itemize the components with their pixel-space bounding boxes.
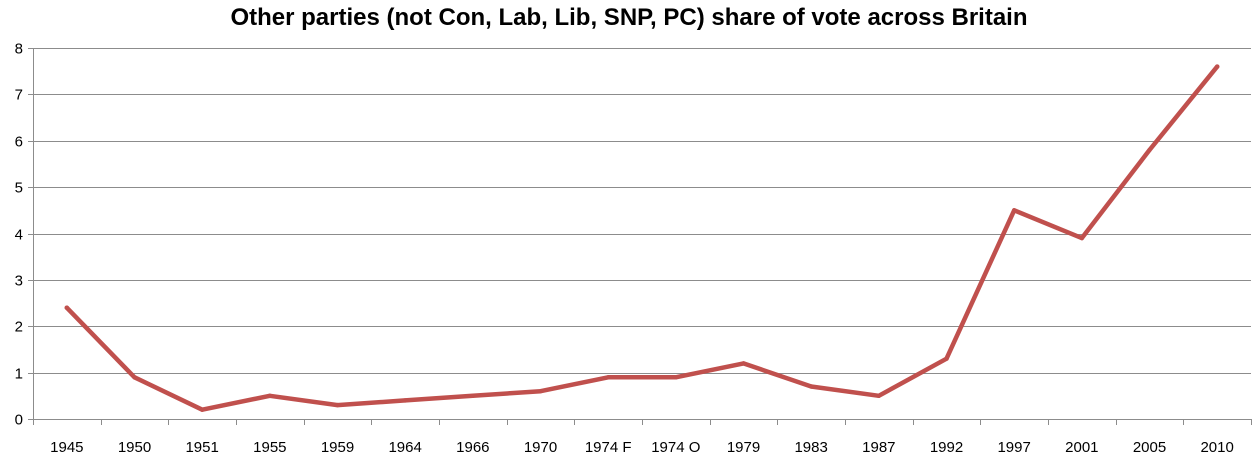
y-tick-label: 6 bbox=[15, 134, 23, 151]
x-tick-label: 1951 bbox=[185, 439, 218, 456]
data-point bbox=[1079, 235, 1085, 241]
x-tick-label: 1966 bbox=[456, 439, 489, 456]
x-tick-label: 1992 bbox=[930, 439, 963, 456]
x-tick-label: 1959 bbox=[321, 439, 354, 456]
x-tick-label: 1983 bbox=[794, 439, 827, 456]
data-point bbox=[335, 402, 340, 408]
data-point bbox=[673, 375, 678, 380]
data-point bbox=[809, 384, 814, 389]
y-tick-label: 4 bbox=[15, 227, 23, 244]
x-tick-label: 1974 O bbox=[651, 439, 700, 456]
y-tick-label: 2 bbox=[15, 319, 23, 336]
x-tick-label: 1987 bbox=[862, 439, 895, 456]
x-tick-label: 2005 bbox=[1133, 439, 1166, 456]
data-point bbox=[403, 398, 408, 403]
data-point bbox=[267, 393, 272, 398]
data-point bbox=[200, 407, 205, 412]
x-tick-label: 2010 bbox=[1200, 439, 1233, 456]
data-point bbox=[606, 375, 611, 380]
x-tick-label: 2001 bbox=[1065, 439, 1098, 456]
x-tick-label: 1950 bbox=[118, 439, 151, 456]
x-tick-label: 1964 bbox=[388, 439, 421, 456]
data-point bbox=[876, 393, 881, 398]
x-tick-label: 1979 bbox=[727, 439, 760, 456]
y-tick-label: 3 bbox=[15, 273, 23, 290]
y-tick-label: 0 bbox=[15, 412, 23, 429]
data-point bbox=[1215, 64, 1220, 69]
x-tick-label: 1970 bbox=[524, 439, 557, 456]
data-point bbox=[132, 375, 137, 380]
data-point bbox=[470, 393, 475, 398]
x-tick-label: 1945 bbox=[50, 439, 83, 456]
series-line bbox=[64, 64, 1220, 412]
data-point bbox=[1147, 147, 1152, 153]
data-point bbox=[741, 361, 746, 366]
y-tick-label: 8 bbox=[15, 41, 23, 58]
data-point bbox=[944, 356, 949, 361]
y-tick-label: 5 bbox=[15, 180, 23, 197]
data-point bbox=[1012, 208, 1017, 213]
y-tick-label: 1 bbox=[15, 366, 23, 383]
x-tick-label: 1997 bbox=[997, 439, 1030, 456]
x-tick-label: 1955 bbox=[253, 439, 286, 456]
data-point bbox=[64, 305, 70, 310]
chart-title: Other parties (not Con, Lab, Lib, SNP, P… bbox=[230, 4, 1028, 31]
y-tick-label: 7 bbox=[15, 87, 23, 104]
data-point bbox=[538, 389, 543, 394]
x-tick-label: 1974 F bbox=[585, 439, 632, 456]
